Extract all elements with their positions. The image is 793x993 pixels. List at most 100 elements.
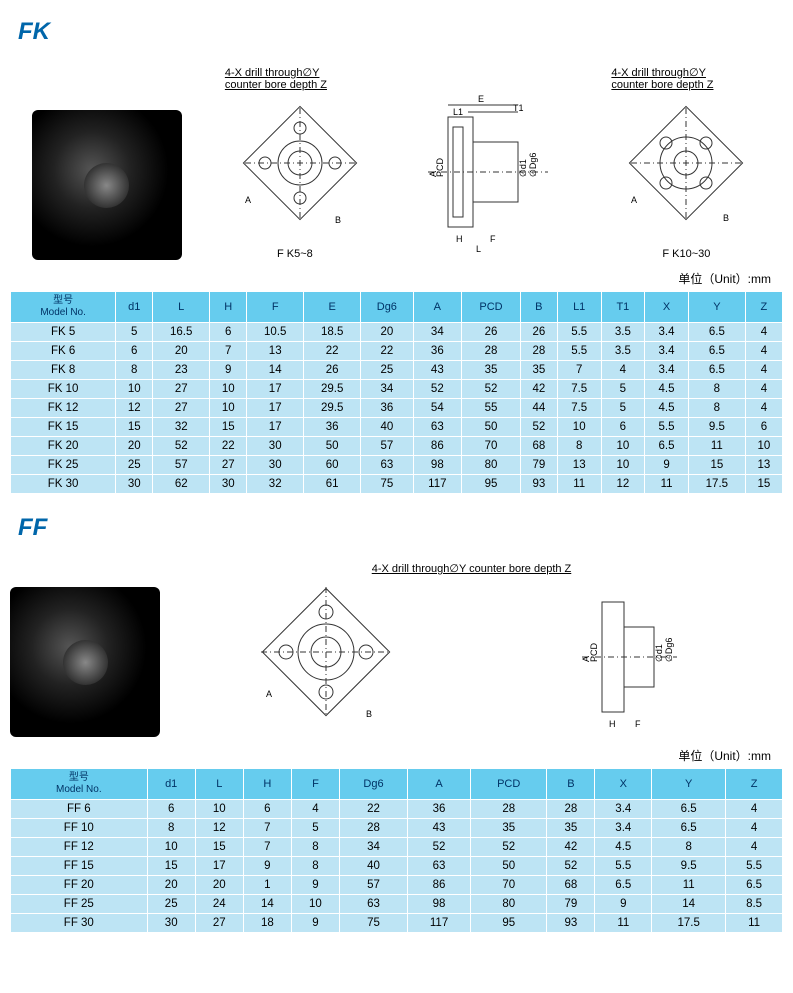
ff-unit-label: 单位（Unit）:mm (10, 747, 771, 764)
table-cell: 98 (408, 895, 471, 914)
table-cell: 9 (595, 895, 652, 914)
table-header: L (195, 769, 243, 800)
table-cell: 40 (339, 857, 407, 876)
table-cell: 17 (247, 399, 304, 418)
table-cell: 6.5 (652, 800, 726, 819)
fk-drill-label1: 4-X drill through∅Y counter bore depth Z (225, 66, 365, 91)
table-row: FK 5516.5610.518.5203426265.53.53.46.54 (11, 323, 783, 342)
table-cell: 63 (361, 456, 413, 475)
svg-text:B: B (366, 709, 372, 719)
table-cell: 70 (462, 437, 521, 456)
table-cell: 40 (361, 418, 413, 437)
table-cell: 28 (520, 342, 557, 361)
table-cell: 57 (153, 456, 210, 475)
table-cell: 80 (471, 895, 547, 914)
table-row: FF 3030271897511795931117.511 (11, 914, 783, 933)
table-cell: FK 15 (11, 418, 116, 437)
table-cell: 29.5 (304, 399, 361, 418)
table-cell: 20 (153, 342, 210, 361)
table-cell: 52 (547, 857, 595, 876)
table-row: FK 88239142625433535743.46.54 (11, 361, 783, 380)
svg-text:PCD: PCD (435, 157, 445, 177)
table-cell: 27 (153, 399, 210, 418)
table-cell: 3.4 (645, 323, 689, 342)
table-cell: 5 (601, 380, 645, 399)
svg-text:F: F (490, 234, 496, 244)
table-row: FF 20202019578670686.5116.5 (11, 876, 783, 895)
table-cell: 62 (153, 475, 210, 494)
svg-text:H: H (609, 719, 616, 729)
table-row: FK 30306230326175117959311121117.515 (11, 475, 783, 494)
table-cell: 6 (116, 342, 153, 361)
table-cell: 4 (601, 361, 645, 380)
table-cell: 13 (745, 456, 782, 475)
table-cell: 11 (557, 475, 601, 494)
table-header: 型号Model No. (11, 292, 116, 323)
ff-photo-block (10, 587, 160, 737)
table-cell: 22 (304, 342, 361, 361)
table-cell: 17.5 (688, 475, 745, 494)
table-header: d1 (147, 769, 195, 800)
table-row: FK 25255727306063988079131091513 (11, 456, 783, 475)
table-cell: 42 (547, 838, 595, 857)
table-cell: 23 (153, 361, 210, 380)
table-header: PCD (471, 769, 547, 800)
table-cell: 7 (210, 342, 247, 361)
table-cell: 14 (243, 895, 291, 914)
table-cell: 68 (520, 437, 557, 456)
table-cell: 61 (304, 475, 361, 494)
table-cell: 5.5 (645, 418, 689, 437)
table-row: FK 121227101729.5365455447.554.584 (11, 399, 783, 418)
table-cell: FF 25 (11, 895, 148, 914)
table-cell: 54 (413, 399, 462, 418)
table-cell: 8.5 (726, 895, 783, 914)
svg-text:A: A (245, 195, 251, 205)
table-header: Y (688, 292, 745, 323)
table-cell: FK 8 (11, 361, 116, 380)
table-cell: 35 (520, 361, 557, 380)
table-header: L (153, 292, 210, 323)
table-cell: 9 (210, 361, 247, 380)
table-cell: 26 (520, 323, 557, 342)
fk-table: 型号Model No.d1LHFEDg6APCDBL1T1XYZ FK 5516… (10, 291, 783, 494)
table-cell: 8 (116, 361, 153, 380)
table-cell: 28 (462, 342, 521, 361)
table-cell: 3.4 (595, 819, 652, 838)
table-cell: 26 (462, 323, 521, 342)
table-cell: 10 (116, 380, 153, 399)
table-cell: 35 (471, 819, 547, 838)
table-cell: 28 (339, 819, 407, 838)
table-cell: 98 (413, 456, 462, 475)
table-cell: 5.5 (557, 323, 601, 342)
table-cell: 8 (557, 437, 601, 456)
table-cell: 10 (210, 380, 247, 399)
table-cell: 30 (247, 456, 304, 475)
fk-diamond-diagram-2: A B (611, 93, 761, 243)
table-cell: 4.5 (645, 399, 689, 418)
table-cell: 10 (291, 895, 339, 914)
svg-text:F: F (635, 719, 641, 729)
table-cell: 34 (361, 380, 413, 399)
table-cell: 9.5 (688, 418, 745, 437)
table-header: Dg6 (361, 292, 413, 323)
table-cell: 30 (116, 475, 153, 494)
fk-diamond-diagram-1: A B (225, 93, 365, 243)
table-cell: 7.5 (557, 399, 601, 418)
table-cell: 22 (361, 342, 413, 361)
table-cell: 117 (408, 914, 471, 933)
table-cell: 7 (243, 819, 291, 838)
ff-table: 型号Model No.d1LHFDg6APCDBXYZ FF 661064223… (10, 768, 783, 933)
table-header: F (247, 292, 304, 323)
svg-text:A: A (266, 689, 272, 699)
table-cell: 35 (462, 361, 521, 380)
table-cell: 25 (116, 456, 153, 475)
table-cell: 3.4 (595, 800, 652, 819)
table-cell: 26 (304, 361, 361, 380)
table-cell: 17.5 (652, 914, 726, 933)
table-cell: 43 (413, 361, 462, 380)
table-cell: 42 (520, 380, 557, 399)
table-cell: FK 12 (11, 399, 116, 418)
table-header: d1 (116, 292, 153, 323)
table-cell: 7.5 (557, 380, 601, 399)
table-cell: 8 (688, 399, 745, 418)
